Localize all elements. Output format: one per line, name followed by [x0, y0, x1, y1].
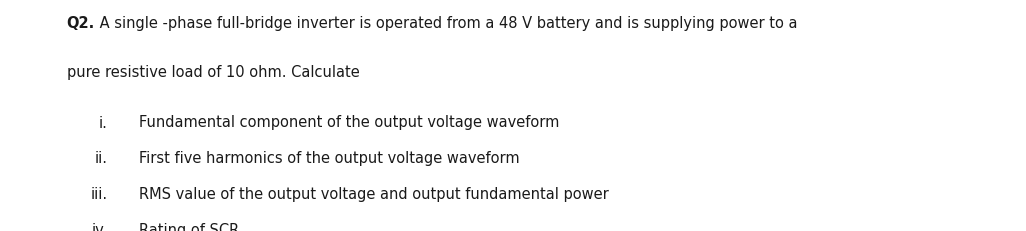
Text: RMS value of the output voltage and output fundamental power: RMS value of the output voltage and outp… — [139, 187, 608, 202]
Text: iv.: iv. — [91, 223, 108, 231]
Text: pure resistive load of 10 ohm. Calculate: pure resistive load of 10 ohm. Calculate — [67, 65, 359, 80]
Text: Rating of SCR: Rating of SCR — [139, 223, 239, 231]
Text: ii.: ii. — [94, 151, 108, 166]
Text: i.: i. — [98, 116, 108, 131]
Text: iii.: iii. — [90, 187, 108, 202]
Text: A single -phase full-bridge inverter is operated from a 48 V battery and is supp: A single -phase full-bridge inverter is … — [95, 16, 797, 31]
Text: Q2.: Q2. — [67, 16, 95, 31]
Text: First five harmonics of the output voltage waveform: First five harmonics of the output volta… — [139, 151, 519, 166]
Text: Fundamental component of the output voltage waveform: Fundamental component of the output volt… — [139, 116, 559, 131]
